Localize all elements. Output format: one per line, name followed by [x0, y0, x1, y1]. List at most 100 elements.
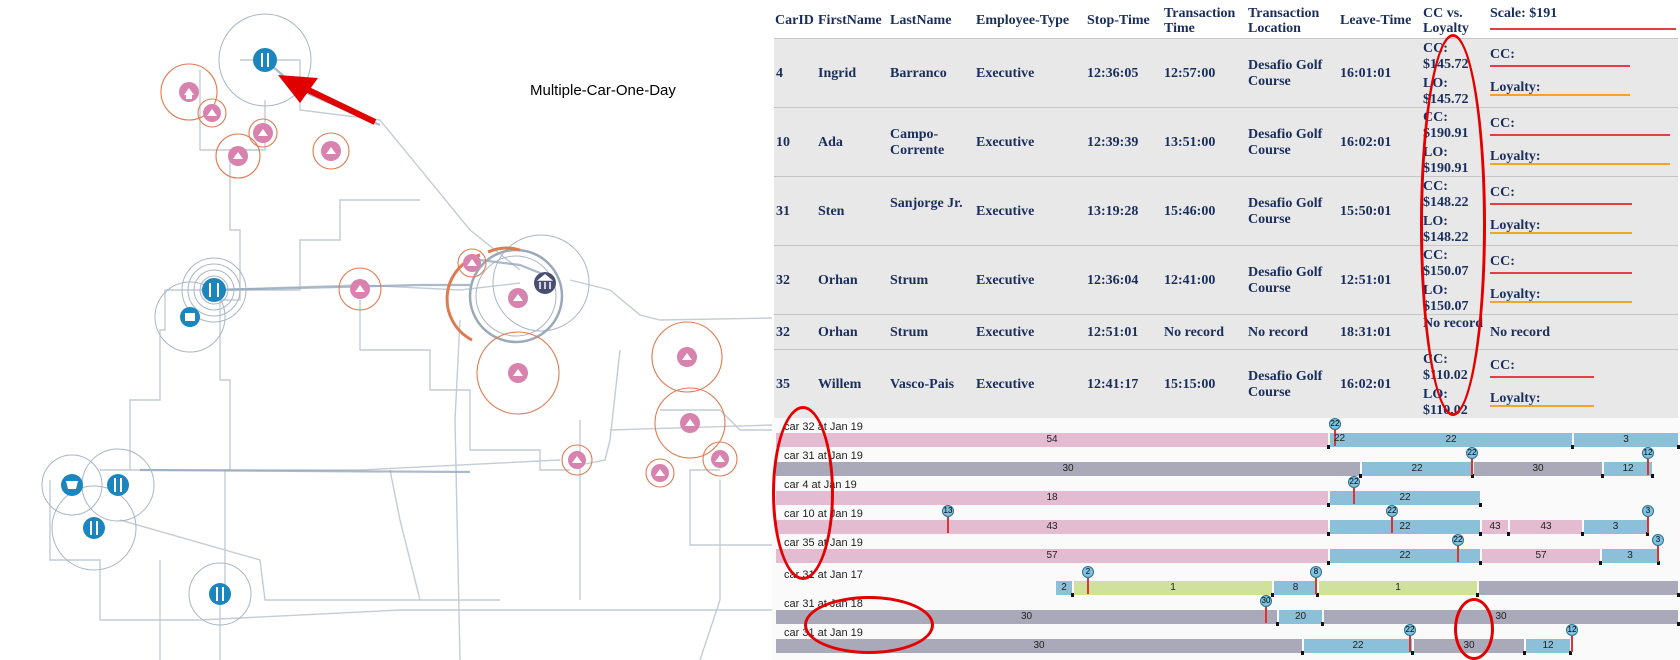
timeline-segment[interactable]: 30 [1474, 462, 1602, 476]
timeline-row[interactable]: car 35 at Jan 19 57 22 57 3 22 3 [774, 534, 1680, 565]
stop-tick [1265, 607, 1267, 623]
stop-tick [1457, 546, 1459, 562]
timeline-segment[interactable]: 3 [1602, 549, 1658, 563]
table-row[interactable]: 32 Orhan Strum Executive 12:51:01 No record No… [774, 314, 1678, 349]
header-leave-time[interactable]: Leave-Time [1340, 13, 1412, 28]
map-canvas[interactable] [0, 0, 772, 660]
map-title: Multiple-Car-One-Day [530, 82, 676, 99]
cell-carid: 32 [776, 272, 790, 288]
map-view[interactable]: Multiple-Car-One-Day [0, 0, 772, 660]
timeline-segment[interactable]: 22 [1304, 639, 1412, 653]
stop-tick [1471, 459, 1473, 475]
stop-count-badge[interactable]: 30 [1260, 595, 1272, 607]
header-transaction-time[interactable]: Transaction Time [1164, 6, 1236, 36]
timeline-row[interactable]: car 4 at Jan 19 18 22 22 [774, 476, 1680, 507]
header-transaction-location[interactable]: Transaction Location [1248, 6, 1320, 36]
stop-count-badge[interactable]: 12 [1566, 624, 1578, 636]
timeline-marker [1359, 474, 1362, 478]
header-firstname[interactable]: FirstName [818, 13, 882, 28]
stop-count-badge[interactable]: 22 [1404, 624, 1416, 636]
cell-stop-time: 12:36:05 [1087, 65, 1139, 81]
stop-count-badge[interactable]: 22 [1329, 418, 1341, 430]
stop-count-badge[interactable]: 22 [1348, 476, 1360, 488]
header-employee-type[interactable]: Employee-Type [976, 13, 1070, 28]
cc-amount-bar [1490, 65, 1630, 67]
timeline-segment[interactable]: 22 [1330, 549, 1480, 563]
timeline-segment[interactable]: 22 [1330, 433, 1572, 447]
stop-count-badge[interactable]: 2 [1082, 566, 1094, 578]
cell-leave-time: 16:02:01 [1340, 376, 1392, 392]
timeline-segment[interactable]: 18 [776, 491, 1328, 505]
timeline-segment[interactable]: 57 [776, 549, 1328, 563]
details-panel: CarID FirstName LastName Employee-Type S… [772, 0, 1680, 660]
timeline-segment[interactable]: 22 [1362, 462, 1472, 476]
timeline-marker [1569, 651, 1572, 655]
cell-employee-type: Executive [976, 203, 1035, 219]
stop-count-badge[interactable]: 22 [1466, 447, 1478, 459]
cell-leave-time: 18:31:01 [1340, 324, 1392, 340]
timeline-segment[interactable]: 43 [1510, 520, 1582, 534]
cell-lastname: Strum [890, 272, 929, 288]
header-lastname[interactable]: LastName [890, 13, 952, 28]
timeline-segment[interactable]: 3 [1574, 433, 1678, 447]
timeline-segment[interactable]: 3 [1584, 520, 1647, 534]
timeline-segment[interactable]: 22 [1330, 520, 1480, 534]
timeline-segment[interactable]: 57 [1482, 549, 1600, 563]
timeline-start-label: 22 [1334, 433, 1346, 444]
stop-tick [1647, 517, 1649, 533]
cc-amount-bar [1490, 203, 1632, 205]
table-row[interactable]: 10 Ada Campo-Corrente Executive 12:39:39 13:5… [774, 107, 1678, 176]
timeline-segment[interactable]: 30 [1324, 610, 1678, 624]
timeline-marker [1677, 593, 1680, 597]
cell-lastname: Vasco-Pais [890, 376, 955, 392]
timeline-segment[interactable]: 1 [1074, 581, 1272, 595]
timeline-segment[interactable] [1479, 581, 1678, 595]
timeline-segment[interactable]: 8 [1274, 581, 1317, 595]
timeline-row[interactable]: car 31 at Jan 17 2 1 8 1 2 8 [774, 566, 1680, 597]
cell-firstname: Willem [818, 376, 862, 392]
timeline-segment[interactable]: 2 [1056, 581, 1072, 595]
stop-count-badge[interactable]: 12 [1642, 447, 1654, 459]
timeline-row[interactable]: car 10 at Jan 19 43 22 43 43 3 13 22 3 [774, 505, 1680, 536]
stop-count-badge[interactable]: 22 [1452, 534, 1464, 546]
cell-cc-bar-label: CC: [1490, 358, 1515, 373]
timeline-segment[interactable]: 43 [1482, 520, 1508, 534]
table-row[interactable]: 32 Orhan Strum Executive 12:36:04 12:41:00 Des… [774, 245, 1678, 314]
timeline-marker [1601, 474, 1604, 478]
stop-count-badge[interactable]: 3 [1642, 505, 1654, 517]
timeline-segment[interactable]: 1 [1319, 581, 1477, 595]
header-stop-time[interactable]: Stop-Time [1087, 13, 1150, 28]
cell-firstname: Ingrid [818, 65, 857, 81]
stop-count-badge[interactable]: 22 [1386, 505, 1398, 517]
timeline-segment[interactable]: 43 [776, 520, 1328, 534]
stop-tick [947, 517, 949, 533]
table-header: CarID FirstName LastName Employee-Type S… [772, 0, 1680, 38]
annotation-circle [1420, 34, 1486, 416]
timeline-marker [1316, 593, 1319, 597]
table-row[interactable]: 31 Sten Sanjorge Jr. Executive 13:19:28 15:46… [774, 176, 1678, 245]
stop-tick [1087, 578, 1089, 594]
cell-loyalty-bar-label: Loyalty: [1490, 286, 1541, 302]
cell-lastname: Barranco [890, 65, 947, 81]
timeline-segment[interactable]: 12 [1604, 462, 1652, 476]
timeline-row[interactable]: car 31 at Jan 19 30 22 30 12 22 12 [774, 447, 1680, 478]
header-carid[interactable]: CarID [775, 13, 814, 28]
timeline-segment[interactable]: 54 [776, 433, 1328, 447]
timeline-marker [1479, 532, 1482, 536]
timeline-segment[interactable]: 12 [1526, 639, 1570, 653]
header-cc-vs-loyalty[interactable]: CC vs. Loyalty [1423, 6, 1469, 36]
stop-tick [1353, 488, 1355, 504]
stop-count-badge[interactable]: 13 [942, 505, 954, 517]
stop-count-badge[interactable]: 3 [1652, 534, 1664, 546]
timeline-segment[interactable]: 22 [1330, 491, 1480, 505]
annotation-circle [804, 596, 934, 654]
stop-count-badge[interactable]: 8 [1310, 566, 1322, 578]
cell-employee-type: Executive [976, 65, 1035, 81]
timeline-row[interactable]: car 32 at Jan 19 54 22 3 22 22 [774, 418, 1680, 449]
timeline-segment[interactable]: 30 [776, 462, 1360, 476]
timeline-segment[interactable]: 20 [1279, 610, 1322, 624]
table-row[interactable]: 4 Ingrid Barranco Executive 12:36:05 12:57:00… [774, 38, 1678, 107]
table-row[interactable]: 35 Willem Vasco-Pais Executive 12:41:17 15:15… [774, 349, 1678, 418]
cell-firstname: Orhan [818, 272, 858, 288]
timeline-marker [1657, 561, 1660, 565]
